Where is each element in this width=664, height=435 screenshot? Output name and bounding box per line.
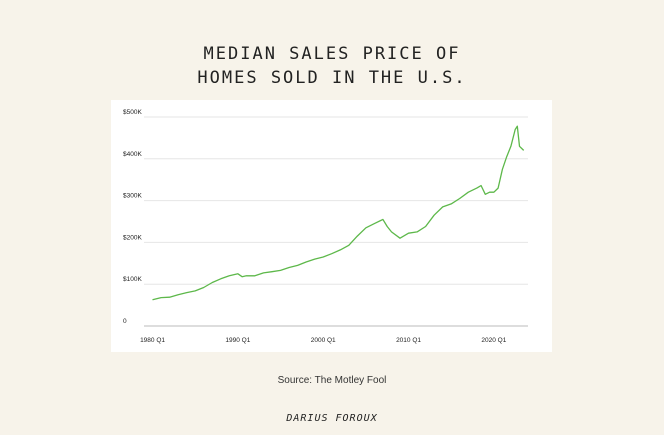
chart-title-line-1: MEDIAN SALES PRICE OF — [203, 44, 461, 64]
series-line — [152, 125, 525, 301]
x-tick-label: 2000 Q1 — [311, 337, 336, 344]
y-tick-label: $100K — [123, 276, 142, 283]
chart-title-line-2: HOMES SOLD IN THE U.S. — [197, 68, 467, 88]
x-tick-label: 2010 Q1 — [396, 337, 421, 344]
y-tick-label: 0 — [123, 318, 127, 325]
source-note: Source: The Motley Fool — [277, 375, 387, 386]
y-tick-label: $300K — [123, 193, 142, 200]
x-tick-label: 2020 Q1 — [481, 337, 506, 344]
x-tick-label: 1990 Q1 — [225, 337, 250, 344]
x-tick-label: 1980 Q1 — [140, 337, 165, 344]
chart-panel: 0 $100K $200K $300K $400K $500K 1980 Q1 1990 Q1… — [111, 100, 552, 352]
brand-signature: DARIUS FOROUX — [286, 413, 378, 424]
line-chart: 0 $100K $200K $300K $400K $500K 1980 Q1 1990 Q1… — [123, 109, 528, 344]
y-tick-label: $400K — [123, 151, 142, 158]
y-tick-label: $500K — [123, 109, 142, 116]
y-tick-label: $200K — [123, 234, 142, 241]
